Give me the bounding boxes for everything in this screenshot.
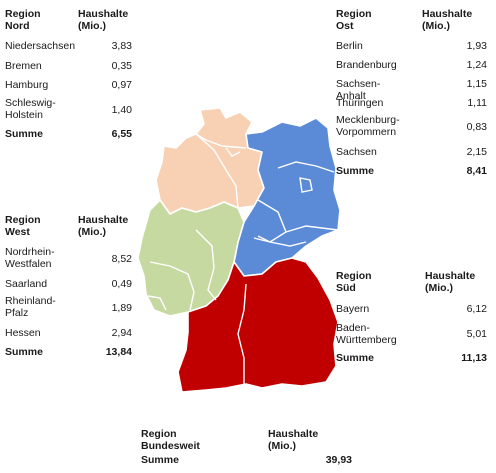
map-region-nord	[155, 107, 265, 215]
table-row-value: 8,52	[111, 253, 132, 265]
region-sued-title: Region Süd	[336, 270, 372, 294]
table-sum-value: 8,41	[466, 165, 487, 177]
table-row-label: Mecklenburg-Vorpommern	[336, 114, 400, 138]
table-sum-label: Summe	[5, 128, 43, 140]
region-nord-value-header: Haushalte (Mio.)	[78, 8, 129, 32]
region-sued-value-header: Haushalte (Mio.)	[425, 270, 476, 294]
table-row-value: 0,83	[466, 121, 487, 133]
border-brandenburg	[277, 161, 335, 173]
table-row-value: 1,24	[466, 59, 487, 71]
table-row-label: Sachsen-Anhalt	[336, 78, 381, 102]
border-niedersachsen-nrw	[195, 133, 239, 209]
table-row-value: 0,49	[111, 278, 132, 290]
table-row-value: 0,97	[111, 79, 132, 91]
table-row-label: Hamburg	[5, 79, 49, 91]
region-nord-title: Region Nord	[5, 8, 41, 32]
table-row-label: Hessen	[5, 327, 41, 339]
border-hessen	[195, 229, 217, 301]
table-sum-label: Summe	[336, 352, 374, 364]
table-sum-value: 13,84	[105, 346, 132, 358]
border-bw-bayern	[237, 283, 247, 386]
table-row-label: Nordrhein-Westfalen	[5, 246, 55, 270]
border-sachsen	[285, 225, 339, 233]
table-row-label: Sachsen	[336, 146, 377, 158]
table-sum-label: Summe	[5, 346, 43, 358]
table-row-value: 0,35	[111, 60, 132, 72]
table-sum-value: 6,55	[111, 128, 132, 140]
table-row-label: Saarland	[5, 278, 48, 290]
table-row-value: 1,93	[466, 40, 487, 52]
table-sum-label: Summe	[141, 454, 179, 466]
table-row-label: Bremen	[5, 60, 42, 72]
table-row-value: 1,40	[111, 104, 132, 116]
region-ost-title: Region Ost	[336, 8, 372, 32]
table-row-label: Bayern	[336, 303, 370, 315]
table-row-label: Niedersachsen	[5, 40, 76, 52]
table-row-label: Rheinland-Pfalz	[5, 295, 56, 319]
table-row-value: 5,01	[466, 328, 487, 340]
region-bundesweit-value-header: Haushalte (Mio.)	[268, 428, 319, 452]
region-bundesweit-title: Region Bundesweit	[141, 428, 200, 452]
table-row-value: 1,15	[466, 78, 487, 90]
map-region-sued	[177, 257, 339, 393]
region-ost-value-header: Haushalte (Mio.)	[422, 8, 473, 32]
region-west-title: Region West	[5, 214, 41, 238]
table-row-value: 2,94	[111, 327, 132, 339]
table-row-value: 2,15	[466, 146, 487, 158]
table-row-value: 1,89	[111, 302, 132, 314]
table-row-label: Brandenburg	[336, 59, 397, 71]
table-sum-label: Summe	[336, 165, 374, 177]
border-thueringen	[253, 237, 307, 247]
border-hamburg	[225, 147, 241, 157]
table-row-value: 3,83	[111, 40, 132, 52]
table-row-value: 6,12	[466, 303, 487, 315]
table-row-label: Schleswig-Holstein	[5, 97, 56, 121]
table-row-label: Berlin	[336, 40, 363, 52]
table-row-value: 1,11	[467, 97, 487, 109]
border-saarland	[147, 295, 167, 311]
border-rheinland-pfalz	[149, 261, 195, 311]
table-sum-value: 39,93	[325, 454, 352, 466]
border-berlin	[299, 177, 313, 193]
table-sum-value: 11,13	[461, 352, 487, 364]
table-row-label: Thüringen	[336, 97, 384, 109]
table-row-label: Baden-Württemberg	[336, 322, 397, 346]
region-west-value-header: Haushalte (Mio.)	[78, 214, 129, 238]
border-schleswig-holstein	[195, 133, 247, 149]
